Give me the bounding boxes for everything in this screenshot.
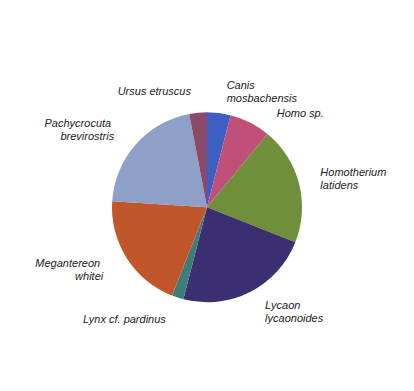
svg-text:Ursus etruscus: Ursus etruscus	[118, 85, 192, 97]
svg-text:lycaonoides: lycaonoides	[265, 312, 324, 324]
svg-text:Megantereon: Megantereon	[35, 257, 103, 269]
svg-text:Homo sp.: Homo sp.	[277, 107, 324, 119]
svg-text:Lycaon: Lycaon	[265, 299, 303, 311]
svg-text:brevirostris: brevirostris	[60, 130, 114, 142]
svg-text:Pachycrocuta: Pachycrocuta	[45, 117, 115, 129]
svg-text:Homotherium: Homotherium	[320, 166, 389, 178]
svg-text:whitei: whitei	[75, 270, 104, 282]
svg-text:Lynx cf. pardinus: Lynx cf. pardinus	[83, 313, 166, 325]
svg-text:Canis: Canis	[227, 79, 258, 91]
svg-text:latidens: latidens	[320, 179, 358, 191]
svg-text:mosbachensis: mosbachensis	[227, 92, 298, 104]
